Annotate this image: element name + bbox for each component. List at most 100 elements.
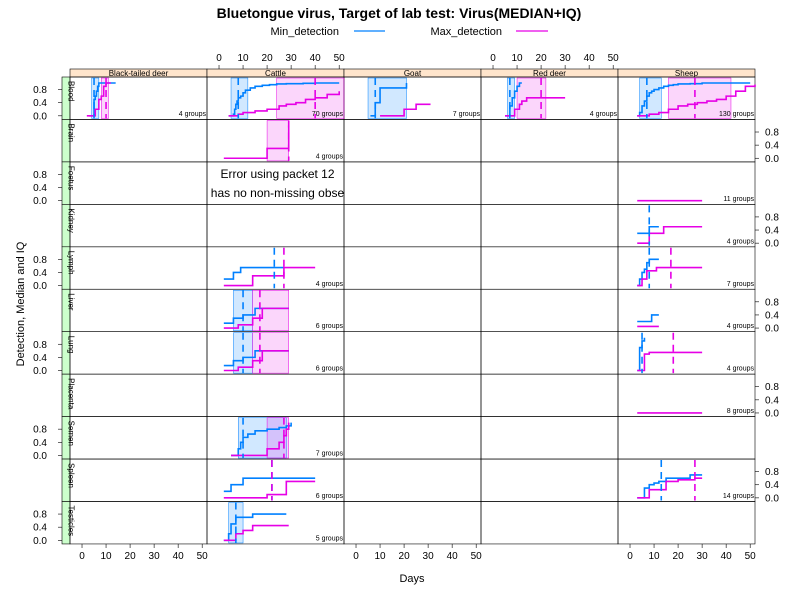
panel-frame xyxy=(69,458,208,502)
max-step-line xyxy=(228,91,340,117)
panel-blood-goat: 7 groups xyxy=(367,77,481,119)
row-strip-label: Brain xyxy=(67,123,76,142)
group-count-label: 4 groups xyxy=(727,238,755,245)
group-count-label: 11 groups xyxy=(723,196,754,203)
y-tick-label: 0.4 xyxy=(33,268,47,279)
panel-frame xyxy=(480,288,619,333)
group-count-label: 4 groups xyxy=(316,281,344,288)
x-tick-label: 10 xyxy=(648,551,660,562)
x-tick-label: 30 xyxy=(423,551,435,562)
panel-frame xyxy=(480,458,619,502)
min-step-line xyxy=(637,314,659,323)
panel-liver-cattle: 6 groups xyxy=(223,290,344,331)
panel-blood-black-tailed-deer: 4 groups xyxy=(86,77,206,119)
y-tick-label: 0.4 xyxy=(765,480,779,491)
max-step-line xyxy=(505,96,566,117)
row-strip-label: Placenta xyxy=(67,378,76,410)
group-count-label: 4 groups xyxy=(727,366,755,373)
max-iq-band xyxy=(252,290,289,331)
group-count-label: 70 groups xyxy=(312,111,344,118)
y-tick-label: 0.8 xyxy=(33,425,47,436)
y-tick-label: 0.8 xyxy=(765,212,779,223)
y-tick-label: 0.4 xyxy=(33,183,47,194)
panel-frame xyxy=(343,246,482,290)
panel-frame xyxy=(69,331,208,375)
panel-lymph-sheep: 7 groups xyxy=(637,247,755,289)
max-step-line xyxy=(380,103,431,117)
x-tick-label: 0 xyxy=(79,551,85,562)
panel-blood-cattle: 70 groups xyxy=(228,77,345,119)
min-step-line xyxy=(223,477,316,493)
panel-frame xyxy=(343,416,482,460)
x-tick-label: 10 xyxy=(511,53,523,64)
x-tick-label: 50 xyxy=(745,551,757,562)
panel-frame xyxy=(206,373,345,417)
panel-testicles-cattle: 5 groups xyxy=(223,502,343,544)
y-tick-label: 0.4 xyxy=(765,395,779,406)
y-tick-label: 0.8 xyxy=(33,85,47,96)
y-axis-title: Detection, Median and IQ xyxy=(15,241,27,366)
min-step-line xyxy=(228,82,340,117)
x-tick-label: 10 xyxy=(374,551,386,562)
y-tick-label: 0.0 xyxy=(33,366,47,377)
chart-title: Bluetongue virus, Target of lab test: Vi… xyxy=(217,5,582,21)
min-step-line xyxy=(637,337,646,372)
panel-frame xyxy=(343,161,482,205)
error-message-line: has no non-missing obse xyxy=(211,186,345,200)
min-step-line xyxy=(637,225,659,235)
group-count-label: 7 groups xyxy=(453,111,481,118)
max-step-line xyxy=(223,307,289,329)
row-strip-label: Semen xyxy=(67,421,76,446)
panel-frame xyxy=(206,204,345,248)
y-tick-label: 0.4 xyxy=(33,98,47,109)
panel-brain-cattle: 4 groups xyxy=(223,120,344,162)
y-tick-label: 0.0 xyxy=(33,451,47,462)
group-count-label: 6 groups xyxy=(316,493,344,500)
panel-lymph-cattle: 4 groups xyxy=(223,247,344,289)
x-tick-label: 20 xyxy=(125,551,137,562)
y-tick-label: 0.4 xyxy=(765,226,779,237)
min-iq-band xyxy=(639,77,662,119)
x-tick-label: 30 xyxy=(149,551,161,562)
panel-frame xyxy=(480,373,619,417)
x-tick-label: 0 xyxy=(490,53,496,64)
group-count-label: 130 groups xyxy=(719,111,755,118)
panel-frame xyxy=(343,501,482,545)
y-tick-label: 0.4 xyxy=(33,523,47,534)
x-tick-label: 50 xyxy=(471,551,483,562)
y-tick-label: 0.4 xyxy=(765,310,779,321)
panel-frame xyxy=(69,288,208,333)
legend-label-min: Min_detection xyxy=(271,26,340,38)
panel-frame xyxy=(617,119,756,163)
group-count-label: 7 groups xyxy=(727,281,755,288)
max-step-line xyxy=(637,225,703,244)
y-tick-label: 0.0 xyxy=(765,324,779,335)
x-tick-label: 50 xyxy=(334,53,346,64)
y-tick-label: 0.8 xyxy=(765,128,779,139)
column-strip-label: Sheep xyxy=(675,69,699,78)
panel-spleen-sheep: 14 groups xyxy=(637,460,754,501)
max-iq-band xyxy=(252,332,289,374)
y-tick-label: 0.4 xyxy=(765,141,779,152)
max-iq-band xyxy=(266,417,289,459)
y-tick-label: 0.8 xyxy=(765,382,779,393)
panel-frame xyxy=(480,246,619,290)
panel-kidney-sheep: 4 groups xyxy=(637,205,755,246)
panel-frame xyxy=(617,416,756,460)
min-step-line xyxy=(223,266,284,280)
y-tick-label: 0.0 xyxy=(765,239,779,250)
x-tick-label: 0 xyxy=(353,551,359,562)
max-step-line xyxy=(223,125,290,160)
panel-frame xyxy=(343,331,482,375)
panel-frame xyxy=(617,501,756,545)
row-strip-label: Spleen xyxy=(67,463,76,488)
row-strip-label: Kidney xyxy=(67,208,76,232)
x-tick-label: 30 xyxy=(286,53,298,64)
group-count-label: 6 groups xyxy=(316,323,344,330)
max-step-line xyxy=(637,266,703,287)
legend: Min_detection Max_detection xyxy=(271,26,548,38)
panel-spleen-cattle: 6 groups xyxy=(223,460,344,501)
panel-frame xyxy=(480,119,619,163)
group-count-label: 4 groups xyxy=(316,153,344,160)
panel-lung-sheep: 4 groups xyxy=(637,332,755,374)
